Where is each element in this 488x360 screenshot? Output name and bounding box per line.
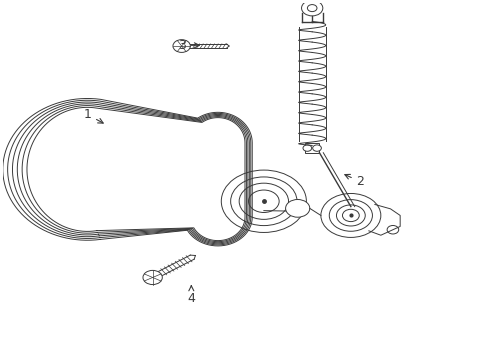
Text: 2: 2 [344,174,364,188]
Circle shape [342,209,359,222]
Circle shape [320,193,380,238]
Circle shape [336,205,365,226]
Circle shape [307,5,316,12]
Circle shape [312,145,321,151]
Bar [305,143,319,153]
Circle shape [142,270,162,284]
Circle shape [230,177,296,226]
Text: 1: 1 [83,108,103,123]
Text: 4: 4 [187,286,195,305]
Circle shape [285,199,309,217]
Circle shape [248,190,279,212]
Circle shape [239,183,288,219]
Circle shape [301,0,322,16]
Text: 3: 3 [177,39,199,52]
Circle shape [173,40,190,53]
Circle shape [303,145,311,151]
Circle shape [386,225,398,234]
Circle shape [221,170,306,233]
Circle shape [328,200,372,231]
